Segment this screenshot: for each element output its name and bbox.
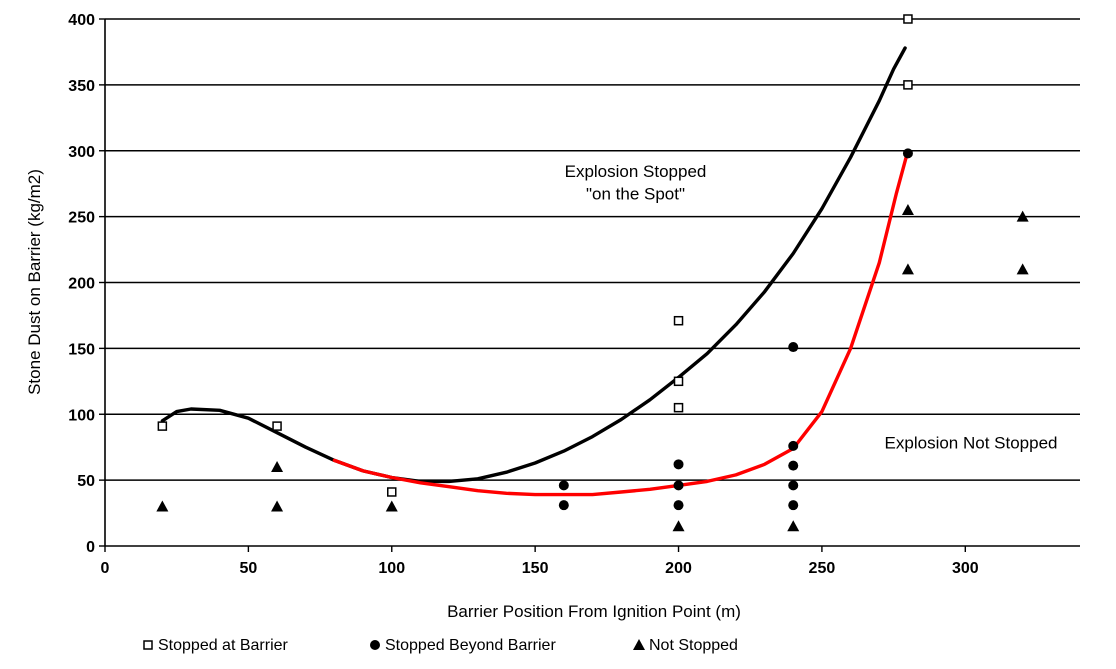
legend-marker-not-stopped — [633, 639, 645, 650]
trend-curve-1 — [160, 46, 907, 484]
y-tick-label: 350 — [68, 78, 95, 95]
y-tick-label: 0 — [86, 539, 95, 556]
legend-label-stopped-at-barrier: Stopped at Barrier — [158, 637, 289, 654]
point-stopped-beyond-barrier — [673, 459, 684, 470]
point-stopped-at-barrier — [903, 14, 913, 24]
legend: Stopped at Barrier Stopped Beyond Barrier… — [143, 637, 738, 654]
y-tick-label: 300 — [68, 144, 95, 161]
legend-label-not-stopped: Not Stopped — [649, 637, 738, 654]
x-tick-label: 50 — [239, 560, 257, 577]
y-tick-label: 400 — [68, 12, 95, 29]
annotation-1: Explosion Stopped — [565, 162, 707, 181]
point-not-stopped — [271, 460, 284, 472]
axes — [99, 18, 1080, 552]
x-tick-label: 0 — [101, 560, 110, 577]
legend-marker-stopped-at-barrier — [143, 640, 153, 650]
trend-curves — [160, 46, 910, 497]
point-not-stopped — [787, 520, 800, 532]
point-not-stopped — [672, 520, 685, 532]
point-not-stopped — [901, 204, 914, 216]
point-stopped-beyond-barrier — [673, 480, 684, 491]
point-stopped-at-barrier — [673, 402, 684, 413]
y-tick-label: 200 — [68, 276, 95, 293]
point-not-stopped — [901, 263, 914, 275]
y-tick-label: 150 — [68, 341, 95, 358]
point-not-stopped — [271, 500, 284, 512]
point-stopped-at-barrier — [272, 421, 282, 431]
point-not-stopped — [156, 500, 169, 512]
x-tick-label: 200 — [665, 560, 692, 577]
point-stopped-beyond-barrier — [788, 480, 799, 491]
gridlines — [105, 18, 1080, 481]
y-tick-labels: 0 50 100 150 200 250 300 350 400 — [68, 12, 95, 556]
point-stopped-beyond-barrier — [788, 342, 799, 353]
point-stopped-beyond-barrier — [558, 480, 569, 491]
point-stopped-beyond-barrier — [788, 460, 799, 471]
point-stopped-at-barrier — [903, 80, 913, 90]
point-stopped-at-barrier — [387, 487, 397, 497]
x-tick-label: 300 — [952, 560, 979, 577]
annotation-2: "on the Spot" — [586, 184, 685, 203]
x-tick-label: 100 — [378, 560, 405, 577]
y-tick-label: 250 — [68, 210, 95, 227]
point-stopped-beyond-barrier — [673, 500, 684, 511]
point-stopped-at-barrier — [157, 421, 168, 431]
y-tick-label: 50 — [77, 473, 95, 490]
point-stopped-at-barrier — [673, 315, 684, 326]
x-axis-label: Barrier Position From Ignition Point (m) — [447, 602, 741, 621]
x-tick-label: 150 — [522, 560, 549, 577]
point-stopped-beyond-barrier — [558, 500, 569, 511]
point-not-stopped — [385, 500, 398, 512]
data-points — [156, 14, 1029, 532]
x-tick-labels: 0 50 100 150 200 250 300 — [101, 560, 979, 577]
point-stopped-beyond-barrier — [788, 500, 799, 511]
y-axis-label: Stone Dust on Barrier (kg/m2) — [25, 169, 44, 395]
x-tick-label: 250 — [809, 560, 836, 577]
annotations: Explosion Stopped "on the Spot" Explosion … — [565, 162, 1058, 452]
legend-label-stopped-beyond-barrier: Stopped Beyond Barrier — [385, 637, 556, 654]
trend-curve-2 — [332, 149, 910, 497]
annotation-3: Explosion Not Stopped — [885, 434, 1058, 453]
point-not-stopped — [1016, 263, 1029, 275]
legend-marker-stopped-beyond-barrier — [370, 640, 380, 650]
point-stopped-at-barrier — [673, 376, 684, 387]
y-tick-label: 100 — [68, 407, 95, 424]
point-stopped-beyond-barrier — [788, 440, 799, 451]
point-not-stopped — [1016, 210, 1029, 222]
point-stopped-beyond-barrier — [902, 148, 913, 159]
